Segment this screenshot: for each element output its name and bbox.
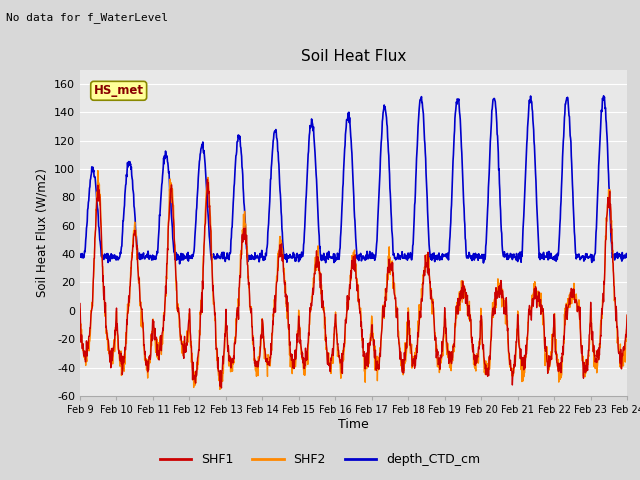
X-axis label: Time: Time	[338, 418, 369, 431]
SHF2	[439, 341, 447, 347]
SHF1	[198, 290, 205, 296]
SHF1	[76, 300, 84, 306]
depth_CTD_cm	[623, 252, 631, 258]
SHF1	[623, 312, 631, 318]
depth_CTD_cm	[439, 254, 447, 260]
depth_CTD_cm	[600, 93, 607, 99]
SHF2	[185, 323, 193, 328]
depth_CTD_cm	[176, 261, 184, 267]
depth_CTD_cm	[76, 253, 84, 259]
SHF2	[260, 334, 268, 339]
SHF1	[559, 344, 567, 349]
depth_CTD_cm	[259, 257, 267, 263]
SHF1	[260, 337, 268, 343]
SHF1	[204, 177, 211, 182]
SHF1	[184, 321, 192, 327]
SHF2	[94, 168, 102, 173]
Title: Soil Heat Flux: Soil Heat Flux	[301, 49, 406, 64]
SHF2	[76, 306, 84, 312]
SHF2	[198, 290, 206, 296]
SHF1	[511, 352, 518, 358]
SHF1	[439, 336, 447, 341]
Line: depth_CTD_cm: depth_CTD_cm	[80, 96, 627, 264]
Legend: SHF1, SHF2, depth_CTD_cm: SHF1, SHF2, depth_CTD_cm	[155, 448, 485, 471]
depth_CTD_cm	[511, 254, 518, 260]
SHF2	[216, 386, 224, 392]
Line: SHF1: SHF1	[80, 180, 627, 388]
depth_CTD_cm	[185, 254, 193, 260]
Text: No data for f_WaterLevel: No data for f_WaterLevel	[6, 12, 168, 23]
SHF2	[559, 350, 567, 356]
depth_CTD_cm	[198, 142, 206, 147]
Y-axis label: Soil Heat Flux (W/m2): Soil Heat Flux (W/m2)	[35, 168, 49, 297]
SHF2	[623, 312, 631, 318]
depth_CTD_cm	[559, 154, 566, 160]
Text: HS_met: HS_met	[93, 84, 144, 97]
Line: SHF2: SHF2	[80, 170, 627, 389]
SHF1	[218, 385, 225, 391]
SHF2	[511, 359, 518, 364]
